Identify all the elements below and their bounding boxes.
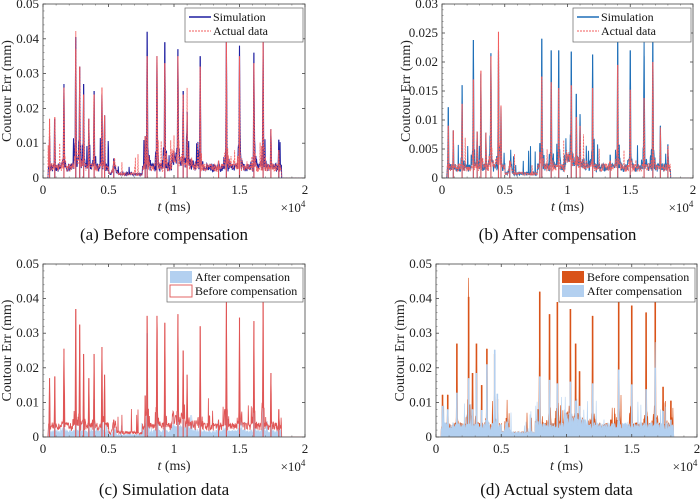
- x-tick-label: 0: [40, 182, 47, 197]
- legend-box: [572, 7, 692, 43]
- y-tick-label: 0.005: [409, 141, 438, 156]
- x-tick-label: 0.5: [100, 441, 116, 456]
- x-axis-multiplier: ×104: [673, 458, 698, 474]
- x-axis-multiplier: ×104: [281, 458, 306, 474]
- chart-c: 0 0.01 0.02 0.03 0.04 0.05 0 0.5 1 1.5 2 ×104 t (ms)…: [0, 256, 308, 499]
- x-tick-label: 1.5: [231, 441, 247, 456]
- x-axis-label: t (ms): [551, 200, 584, 215]
- x-tick-label: 0.5: [493, 441, 509, 456]
- y-tick-label: 0.05: [409, 256, 432, 271]
- legend-label: Before compensation: [195, 284, 297, 298]
- subplot-caption: (c) Simulation data: [99, 480, 230, 499]
- y-tick-label: 0.01: [415, 112, 438, 127]
- chart-a: 0 0.01 0.02 0.03 0.04 0.05 0 0.5 1 1.5 2 ×104 t (ms)…: [0, 0, 308, 244]
- y-tick-label: 0.025: [409, 25, 438, 40]
- series-group: [436, 277, 697, 437]
- subplot-caption: (a) Before compensation: [80, 225, 249, 244]
- x-tick-label: 1: [563, 441, 570, 456]
- legend-label: Simulation: [601, 10, 654, 24]
- y-axis-label: Coutour Err (mm): [393, 299, 408, 401]
- subplot-caption: (d) Actual system data: [480, 480, 633, 499]
- y-tick-label: 0: [432, 170, 439, 185]
- series-group: [43, 30, 305, 178]
- subplot-caption: (b) After compensation: [479, 225, 637, 244]
- x-axis-label: t (ms): [157, 459, 190, 474]
- chart-d: 0 0.01 0.02 0.03 0.04 0.05 0 0.5 1 1.5 2 ×104 t (ms)…: [393, 256, 700, 499]
- y-tick-label: 0.03: [16, 66, 39, 81]
- legend-swatch: [562, 271, 584, 283]
- y-tick-label: 0.02: [16, 100, 39, 115]
- y-tick-label: 0.01: [16, 135, 39, 150]
- y-tick-label: 0.04: [16, 31, 39, 46]
- legend-swatch: [170, 271, 192, 283]
- y-axis-label: Coutour Err (mm): [0, 40, 15, 142]
- y-tick-label: 0.015: [409, 83, 438, 98]
- x-tick-label: 0.5: [100, 182, 116, 197]
- legend-swatch: [562, 285, 584, 297]
- x-axis-multiplier: ×104: [669, 199, 694, 215]
- x-tick-label: 2: [690, 182, 697, 197]
- y-axis-label: Coutour Err (mm): [0, 299, 15, 401]
- chart-b: 0 0.005 0.01 0.015 0.02 0.025 0.03 0 0.5 1 1.5 2 ×10…: [399, 0, 696, 244]
- x-tick-label: 1: [171, 182, 178, 197]
- x-tick-label: 1.5: [622, 182, 638, 197]
- y-tick-label: 0.01: [16, 394, 39, 409]
- legend-swatch: [169, 284, 193, 298]
- y-tick-label: 0.04: [16, 291, 39, 306]
- series-actual-data: [442, 31, 693, 178]
- legend-label: Simulation: [213, 10, 266, 24]
- y-tick-label: 0.03: [16, 325, 39, 340]
- x-axis-label: t (ms): [550, 459, 583, 474]
- legend-label: Actual data: [601, 24, 657, 38]
- x-tick-label: 0: [439, 182, 446, 197]
- y-tick-label: 0.03: [409, 325, 432, 340]
- legend-box: [184, 7, 304, 43]
- y-axis-label: Coutour Err (mm): [399, 40, 414, 142]
- y-tick-label: 0.02: [409, 360, 432, 375]
- y-tick-label: 0: [33, 429, 40, 444]
- y-tick-label: 0.05: [16, 256, 39, 271]
- x-tick-label: 1.5: [624, 441, 640, 456]
- series-simulation: [442, 38, 693, 178]
- x-axis-label: t (ms): [157, 200, 190, 215]
- series-before-compensation: [43, 280, 305, 437]
- y-tick-label: 0.04: [409, 291, 432, 306]
- series-actual-data: [43, 30, 305, 178]
- x-tick-label: 2: [302, 441, 309, 456]
- y-tick-label: 0.05: [16, 0, 39, 11]
- x-tick-label: 1: [171, 441, 178, 456]
- x-tick-label: 2: [694, 441, 700, 456]
- legend-label: Actual data: [213, 24, 269, 38]
- series-group: [442, 31, 693, 178]
- y-tick-label: 0.02: [16, 360, 39, 375]
- y-tick-label: 0.01: [409, 394, 432, 409]
- y-tick-label: 0: [33, 170, 40, 185]
- legend-label: Before compensation: [587, 270, 689, 284]
- x-tick-label: 1.5: [231, 182, 247, 197]
- y-tick-label: 0: [426, 429, 433, 444]
- y-tick-label: 0.03: [415, 0, 438, 11]
- legend-label: After compensation: [587, 284, 682, 298]
- x-tick-label: 0: [433, 441, 440, 456]
- y-tick-label: 0.02: [415, 54, 438, 69]
- x-tick-label: 0: [40, 441, 47, 456]
- x-tick-label: 0.5: [497, 182, 513, 197]
- series-group: [43, 280, 305, 437]
- x-tick-label: 1: [564, 182, 571, 197]
- legend-label: After compensation: [195, 270, 290, 284]
- x-tick-label: 2: [302, 182, 309, 197]
- x-axis-multiplier: ×104: [281, 199, 306, 215]
